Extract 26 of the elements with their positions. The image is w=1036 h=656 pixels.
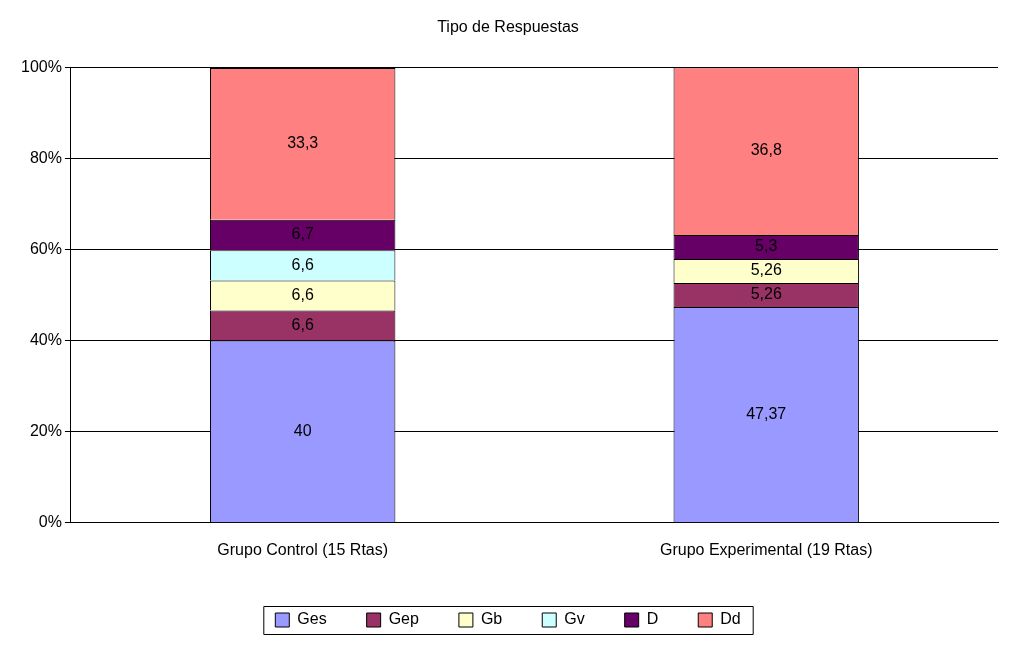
legend-label: Ges	[297, 610, 327, 628]
data-label: 36,8	[750, 141, 782, 159]
data-label: 47,37	[746, 405, 787, 423]
legend-label: D	[646, 610, 659, 628]
legend-label: Gep	[388, 610, 419, 628]
data-label: 6,6	[291, 315, 314, 333]
data-label: 5,26	[750, 285, 782, 303]
x-tick-label: Grupo Control (15 Rtas)	[217, 540, 389, 558]
chart-title: Tipo de Respuestas	[437, 18, 579, 36]
y-tick-label: 40%	[29, 330, 62, 348]
y-tick-label: 20%	[29, 422, 62, 440]
data-label: 5,3	[755, 237, 778, 255]
data-label: 40	[293, 421, 312, 439]
y-tick-label: 80%	[29, 148, 62, 166]
data-label: 33,3	[287, 134, 319, 152]
legend-label: Gv	[564, 610, 585, 628]
x-tick-label: Grupo Experimental (19 Rtas)	[659, 540, 873, 558]
data-label: 5,26	[750, 261, 782, 279]
legend-label: Dd	[720, 610, 741, 628]
legend-label: Gb	[480, 610, 503, 628]
y-tick-label: 100%	[21, 57, 62, 75]
data-label: 6,7	[291, 225, 314, 243]
data-label: 6,6	[291, 255, 314, 273]
y-tick-label: 0%	[38, 513, 62, 531]
y-tick-label: 60%	[29, 239, 62, 257]
data-label: 6,6	[291, 285, 314, 303]
